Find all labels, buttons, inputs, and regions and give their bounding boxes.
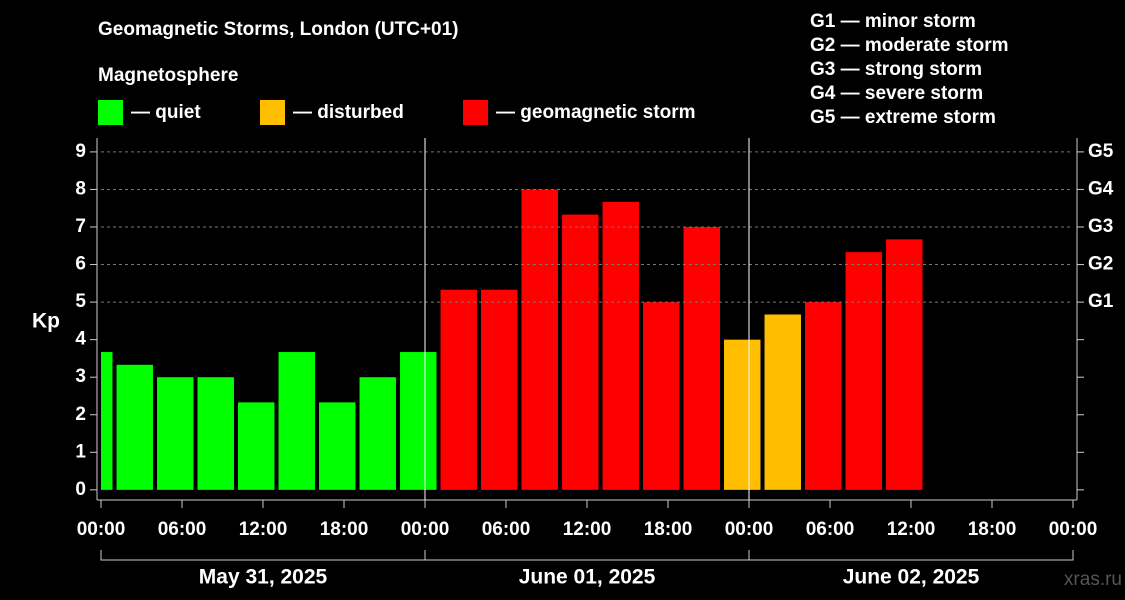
bar [359,377,396,490]
watermark: xras.ru [1064,569,1122,590]
legend-label: — disturbed [293,102,404,123]
y2-tick-label: G1 [1088,291,1114,312]
y-tick-label: 7 [75,216,86,237]
storm-scale-label: G3 — strong storm [810,59,982,80]
bar [278,352,315,490]
x-tick-label: 12:00 [239,519,288,540]
y-tick-label: 3 [75,366,86,387]
bar [197,377,234,490]
y2-tick-label: G5 [1088,141,1114,162]
storm-scale-label: G2 — moderate storm [810,35,1009,56]
bars [101,189,923,490]
y-tick-label: 9 [75,141,86,162]
bar [683,226,720,490]
legend-swatch [98,100,123,125]
y-tick-label: 5 [75,291,86,312]
y-tick-label: 4 [75,329,86,350]
bar [521,189,558,490]
bar [319,402,356,490]
bar [886,239,923,490]
x-tick-label: 00:00 [1049,519,1098,540]
day-label: June 01, 2025 [519,566,656,589]
day-label: June 02, 2025 [843,566,980,589]
legend-swatch [260,100,285,125]
x-tick-label: 00:00 [77,519,126,540]
x-tick-label: 18:00 [968,519,1017,540]
y2-tick-label: G3 [1088,216,1113,237]
day-bracket [424,550,750,561]
x-tick-label: 06:00 [482,519,531,540]
bar [602,201,639,490]
bar [764,314,801,490]
legend-label: — geomagnetic storm [496,102,696,123]
x-tick-label: 06:00 [806,519,855,540]
day-bracket [748,550,1074,561]
x-tick-label: 12:00 [563,519,612,540]
y-tick-label: 1 [75,441,86,462]
y-tick-label: 0 [75,479,86,500]
x-tick-label: 00:00 [401,519,450,540]
storm-scale-label: G1 — minor storm [810,11,976,32]
bar [101,352,113,490]
bar [440,289,477,490]
bar [643,302,680,490]
legend-label: — quiet [131,102,201,123]
x-tick-label: 18:00 [644,519,693,540]
y2-tick-label: G4 [1088,178,1114,199]
chart-title: Geomagnetic Storms, London (UTC+01) [98,19,459,40]
x-tick-label: 12:00 [887,519,936,540]
x-tick-label: 00:00 [725,519,774,540]
y-tick-label: 8 [75,178,86,199]
bar [400,352,437,490]
bar [116,364,153,490]
bar [845,252,882,490]
bar [805,302,842,490]
subtitle: Magnetosphere [98,65,238,86]
bar [562,214,599,490]
bar [481,289,518,490]
x-tick-label: 06:00 [158,519,207,540]
day-bracket [100,550,426,561]
legend-swatch [463,100,488,125]
storm-scale-label: G4 — severe storm [810,83,983,104]
y-tick-label: 2 [75,404,86,425]
day-label: May 31, 2025 [199,566,328,589]
y2-tick-label: G2 [1088,254,1113,275]
y-tick-label: 6 [75,254,86,275]
x-tick-label: 18:00 [320,519,369,540]
bar [238,402,275,490]
bar [157,377,194,490]
y-axis-label: Kp [32,310,60,333]
storm-scale-label: G5 — extreme storm [810,107,996,128]
bar [724,339,761,490]
